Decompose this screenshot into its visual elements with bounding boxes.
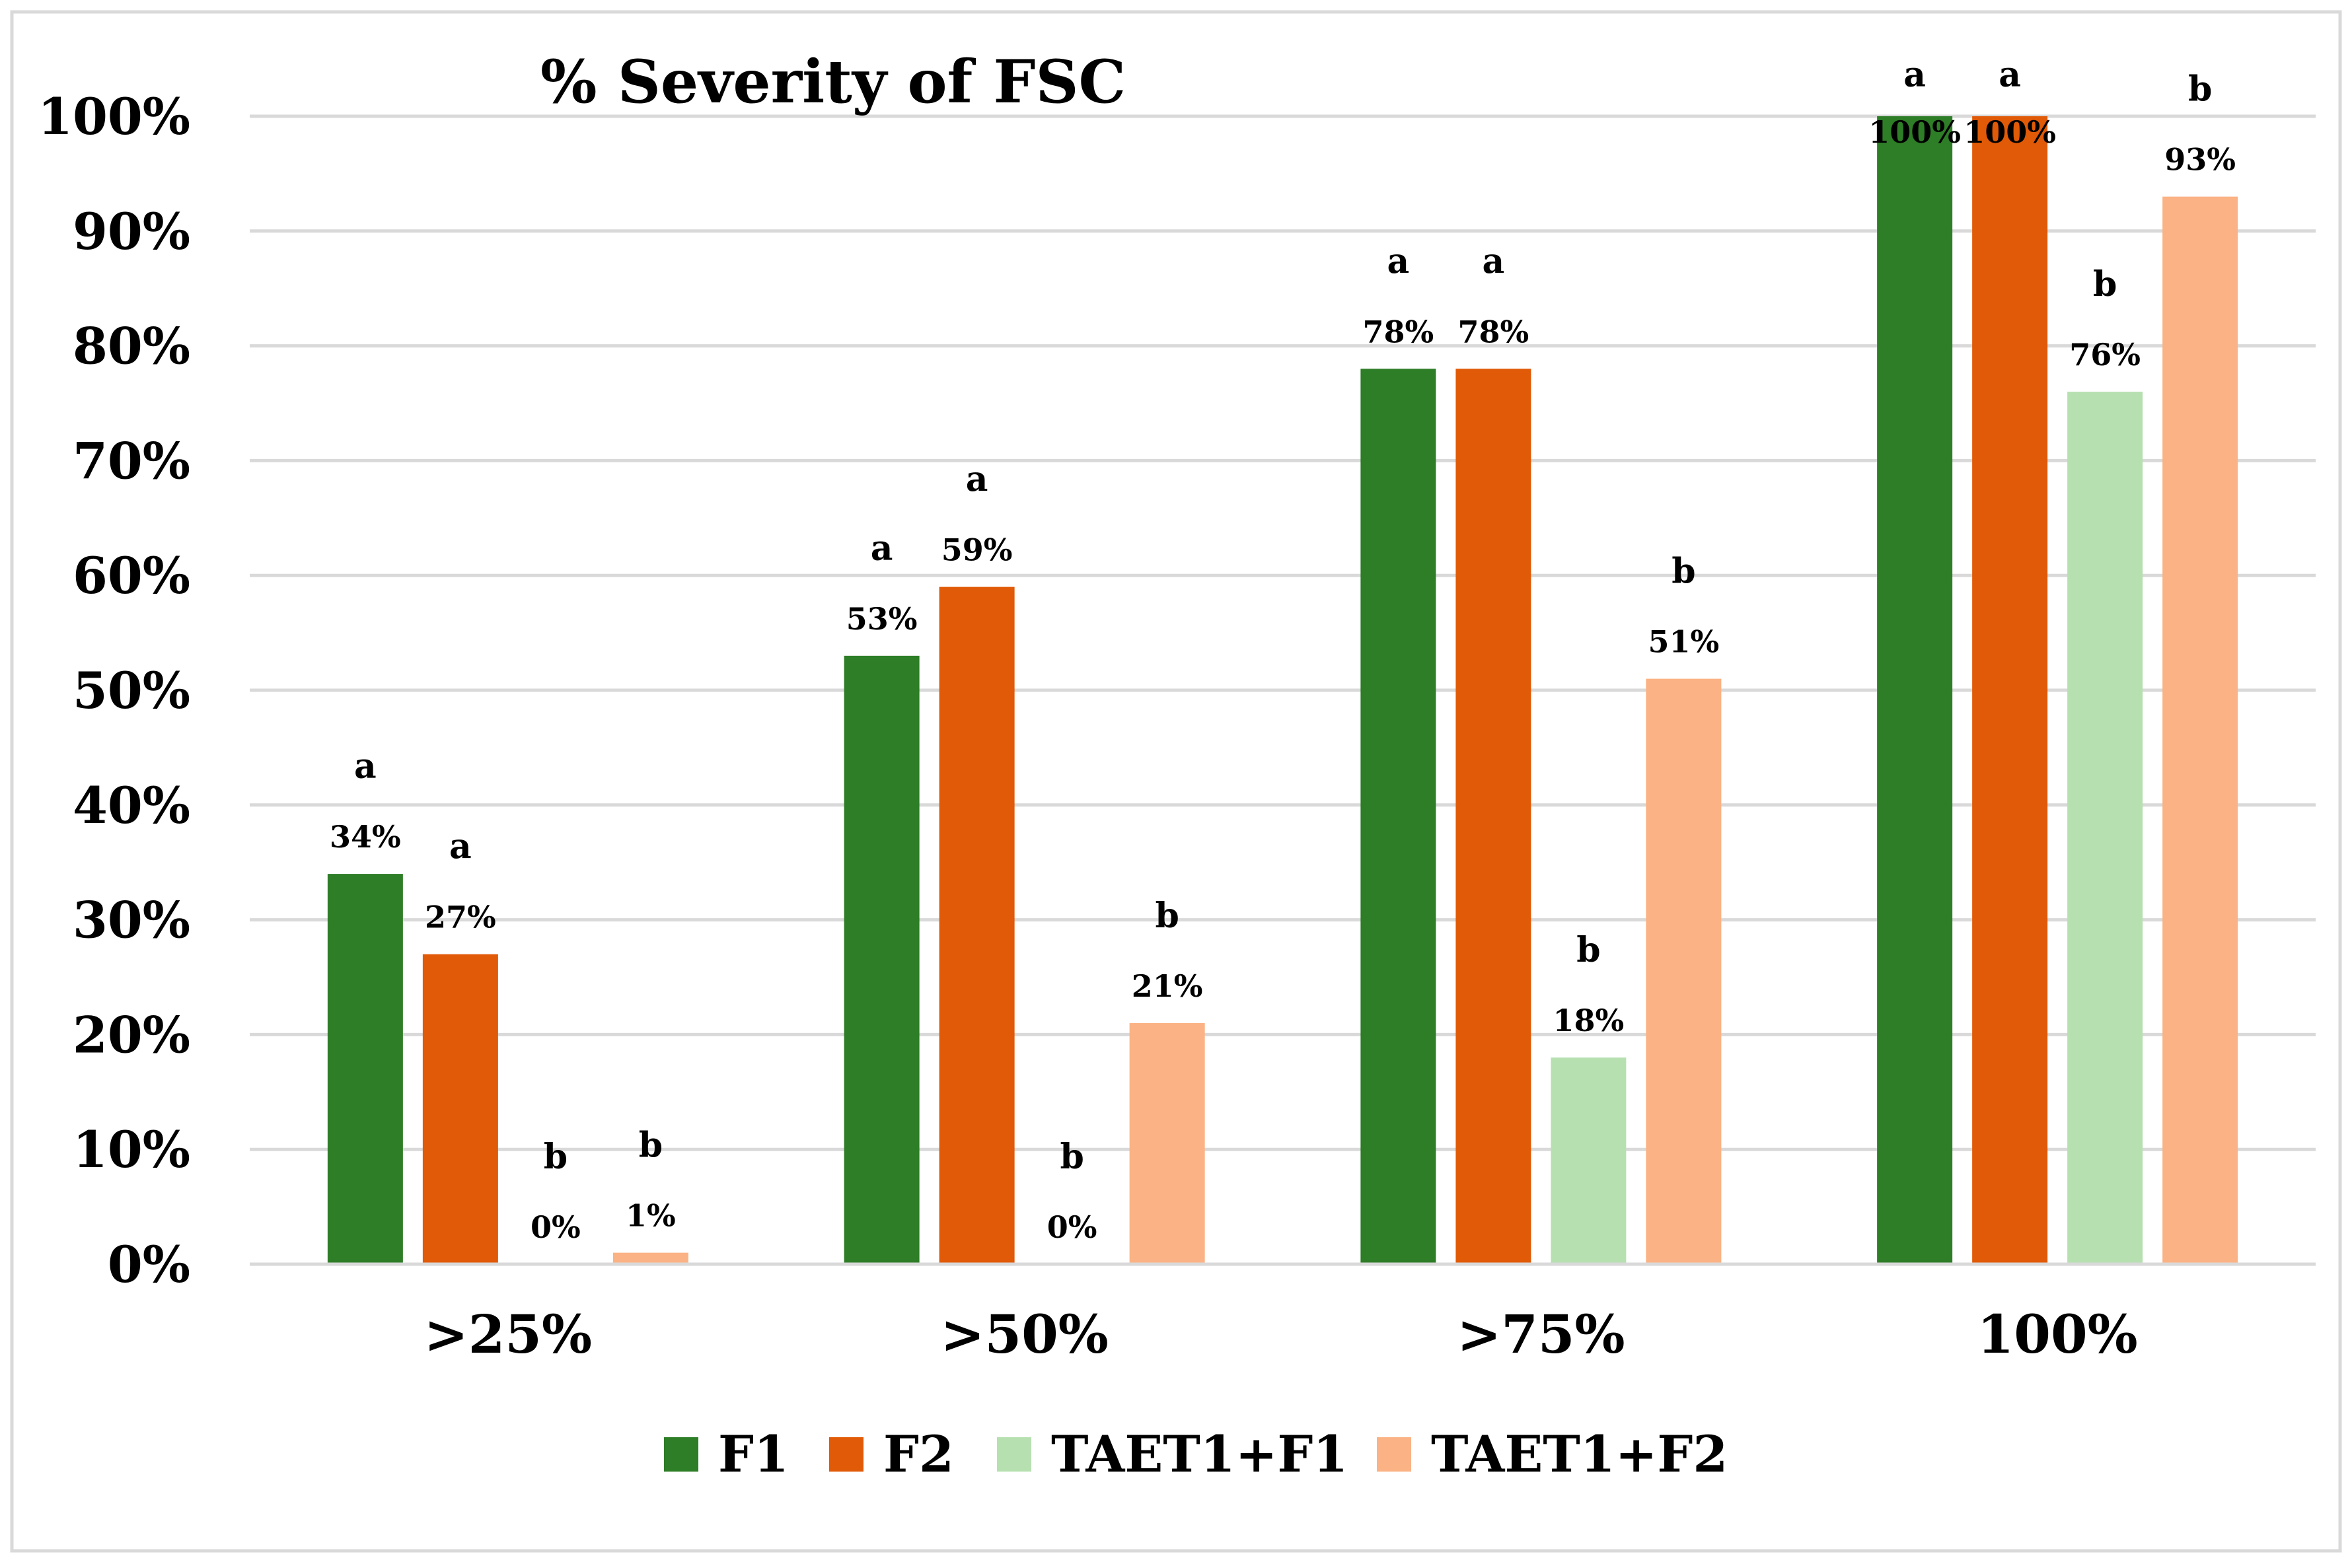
legend-label: TAET1+F1 [1051, 1425, 1348, 1483]
x-tick-label: >25% [424, 1303, 592, 1365]
bar-taet1-f1 [1551, 1057, 1627, 1264]
bar-f1 [1360, 369, 1436, 1264]
bar-taet1-f2 [612, 1252, 688, 1264]
y-tick-label: 0% [108, 1235, 190, 1294]
y-tick-label: 40% [73, 776, 190, 835]
data-label: 18% [1553, 1003, 1625, 1038]
significance-letter: b [544, 1137, 568, 1177]
y-tick-label: 60% [73, 546, 190, 605]
data-label: 53% [846, 601, 918, 637]
data-label: 76% [2069, 337, 2141, 373]
significance-letter: b [1576, 930, 1600, 970]
significance-letter: a [1483, 241, 1505, 281]
y-axis: 0% 10% 20% 30% 40% 50% 60% 70% 80% 90% 100% [38, 87, 190, 1294]
significance-letter: b [1672, 552, 1695, 592]
legend-swatch [1377, 1437, 1411, 1472]
bar-taet1-f1 [2067, 392, 2143, 1264]
legend-swatch [997, 1437, 1031, 1472]
data-label: 1% [626, 1198, 676, 1234]
data-label: 100% [1964, 114, 2056, 150]
legend: F1 F2 TAET1+F1 TAET1+F2 [664, 1425, 1728, 1483]
legend-swatch [664, 1437, 698, 1472]
bar-taet1-f2 [2162, 196, 2238, 1264]
legend-label: F2 [883, 1425, 954, 1483]
significance-letter: b [1060, 1137, 1084, 1177]
x-tick-label: 100% [1977, 1303, 2138, 1365]
significance-letter: a [1999, 55, 2021, 95]
significance-letter: a [871, 528, 893, 569]
y-tick-label: 70% [73, 431, 190, 490]
y-tick-label: 30% [73, 891, 190, 950]
legend-label: TAET1+F2 [1431, 1425, 1728, 1483]
data-label: 0% [531, 1209, 581, 1245]
legend-swatch [829, 1437, 864, 1472]
data-label: 0% [1047, 1209, 1097, 1245]
x-tick-label: >75% [1457, 1303, 1625, 1365]
data-label: 93% [2164, 142, 2236, 178]
bar-f1 [844, 655, 920, 1264]
chart-title: % Severity of FSC [540, 47, 1126, 117]
significance-letter: b [639, 1125, 663, 1166]
significance-letter: a [1387, 241, 1410, 281]
significance-letter: b [1155, 896, 1179, 936]
significance-letter: a [354, 746, 377, 787]
data-label: 21% [1132, 968, 1203, 1004]
data-label: 78% [1458, 314, 1529, 349]
data-label: 34% [330, 819, 401, 855]
significance-letter: b [2093, 264, 2117, 304]
significance-letter: a [966, 460, 988, 500]
bar-f2 [939, 587, 1015, 1264]
bar-taet1-f2 [1646, 678, 1722, 1264]
significance-letter: a [1903, 55, 1926, 95]
bar-taet1-f2 [1129, 1023, 1205, 1264]
x-axis: >25% >50% >75% 100% [250, 1262, 2316, 1365]
bar-f1 [327, 874, 403, 1264]
bars: 34% a 27% a 0% b 1% b 53% a 59% a 0% b 21% b 78% a 78% a 18%… [327, 55, 2238, 1264]
bar-f2 [422, 954, 498, 1264]
x-tick-label: >50% [940, 1303, 1108, 1365]
legend-label: F1 [718, 1425, 789, 1483]
data-label: 59% [941, 532, 1013, 568]
data-label: 100% [1868, 114, 1961, 150]
bar-f2 [1972, 116, 2048, 1264]
y-tick-label: 90% [73, 202, 190, 261]
significance-letter: b [2188, 69, 2212, 110]
data-label: 78% [1363, 314, 1434, 349]
bar-f2 [1455, 369, 1531, 1264]
y-tick-label: 100% [38, 87, 190, 146]
y-tick-label: 20% [73, 1005, 190, 1064]
data-label: 27% [425, 900, 496, 935]
data-label: 51% [1648, 624, 1720, 660]
y-tick-label: 50% [73, 661, 190, 720]
significance-letter: a [449, 827, 472, 867]
y-tick-label: 10% [73, 1120, 190, 1179]
bar-f1 [1877, 116, 1953, 1264]
y-tick-label: 80% [73, 317, 190, 376]
